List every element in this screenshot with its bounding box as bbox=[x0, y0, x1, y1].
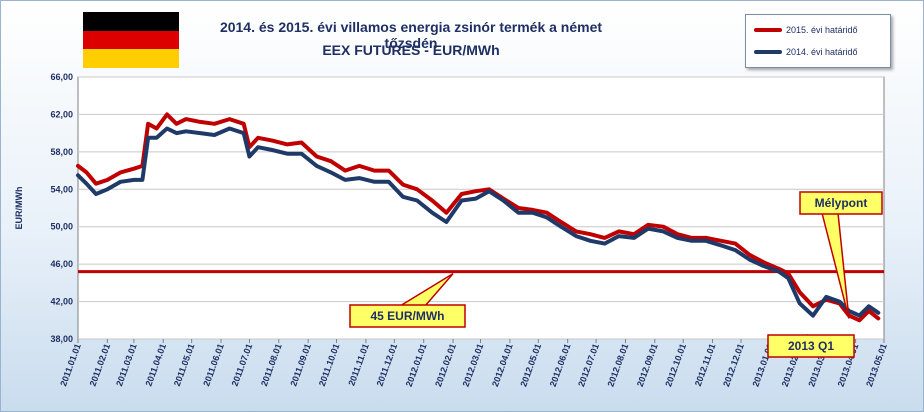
x-tick-label: 2012.01.01 bbox=[404, 342, 429, 388]
x-tick-label: 2012.06.01 bbox=[548, 342, 573, 388]
callout-2013-q1-text: 2013 Q1 bbox=[788, 339, 834, 353]
plot-area bbox=[77, 76, 885, 340]
y-tick-label: 66,00 bbox=[50, 72, 73, 82]
x-tick-label: 2012.02.01 bbox=[433, 342, 458, 388]
flag-stripe-gold bbox=[83, 49, 179, 68]
german-flag bbox=[83, 12, 179, 68]
flag-stripe-black bbox=[83, 12, 179, 31]
y-tick-label: 42,00 bbox=[50, 297, 73, 307]
x-tick-label: 2011.11.01 bbox=[346, 342, 370, 387]
x-tick-label: 2011.02.01 bbox=[88, 342, 113, 387]
series-line-2015 bbox=[76, 112, 881, 323]
x-tick-label: 2011.01.01 bbox=[58, 342, 83, 387]
flag-stripe-red bbox=[83, 30, 179, 50]
series-line-2014 bbox=[76, 126, 881, 318]
x-tick-label: 2011.06.01 bbox=[201, 342, 226, 387]
x-tick-label: 2013.05.01 bbox=[864, 342, 889, 388]
y-tick-label: 58,00 bbox=[50, 147, 73, 157]
y-tick-label: 50,00 bbox=[50, 222, 73, 232]
x-tick-label: 2012.07.01 bbox=[576, 342, 601, 388]
callout-melypont-text: Mélypont bbox=[815, 196, 868, 210]
legend-label-2014: 2014. évi határidő bbox=[786, 47, 858, 57]
x-tick-label: 2011.04.01 bbox=[143, 342, 168, 387]
y-axis-label: EUR/MWh bbox=[14, 187, 24, 230]
x-tick-label: 2011.09.01 bbox=[288, 342, 313, 387]
x-tick-label: 2012.03.01 bbox=[461, 342, 486, 388]
x-tick-label: 2011.05.01 bbox=[172, 342, 197, 387]
x-tick-label: 2011.10.01 bbox=[317, 342, 342, 387]
callout-45-eur-box bbox=[349, 304, 466, 328]
x-tick-label: 2012.12.01 bbox=[721, 342, 746, 388]
x-tick-label: 2012.09.01 bbox=[635, 342, 660, 388]
x-tick-label: 2012.11.01 bbox=[693, 342, 718, 387]
legend: 2015. évi határidő 2014. évi határidő bbox=[745, 14, 891, 68]
legend-swatch-2015 bbox=[754, 28, 782, 32]
chart-title: 2014. és 2015. évi villamos energia zsin… bbox=[219, 19, 603, 51]
legend-item-2015: 2015. évi határidő bbox=[754, 24, 858, 36]
legend-item-2014: 2014. évi határidő bbox=[754, 46, 858, 58]
x-tick-label: 2012.04.01 bbox=[490, 342, 515, 388]
x-tick-label: 2011.03.01 bbox=[114, 342, 139, 387]
x-tick-label: 2011.12.01 bbox=[375, 342, 400, 387]
y-tick-label: 54,00 bbox=[50, 184, 73, 194]
x-tick-label: 2011.08.01 bbox=[259, 342, 284, 387]
x-tick-label: 2012.05.01 bbox=[518, 342, 543, 388]
x-tick-label: 2011.07.01 bbox=[230, 342, 255, 387]
chart-subtitle: EEX FUTURES - EUR/MWh bbox=[322, 42, 500, 58]
y-tick-label: 62,00 bbox=[50, 109, 73, 119]
legend-label-2015: 2015. évi határidő bbox=[786, 25, 858, 35]
callout-2013-q1-box bbox=[767, 334, 855, 358]
y-tick-label: 46,00 bbox=[50, 259, 73, 269]
callout-45-eur-text: 45 EUR/MWh bbox=[370, 309, 444, 323]
x-tick-label: 2012.08.01 bbox=[606, 342, 631, 388]
x-tick-label: 2012.10.01 bbox=[663, 342, 688, 388]
callout-melypont-box bbox=[799, 191, 883, 215]
legend-swatch-2014 bbox=[754, 50, 782, 54]
y-tick-label: 38,00 bbox=[50, 334, 73, 344]
